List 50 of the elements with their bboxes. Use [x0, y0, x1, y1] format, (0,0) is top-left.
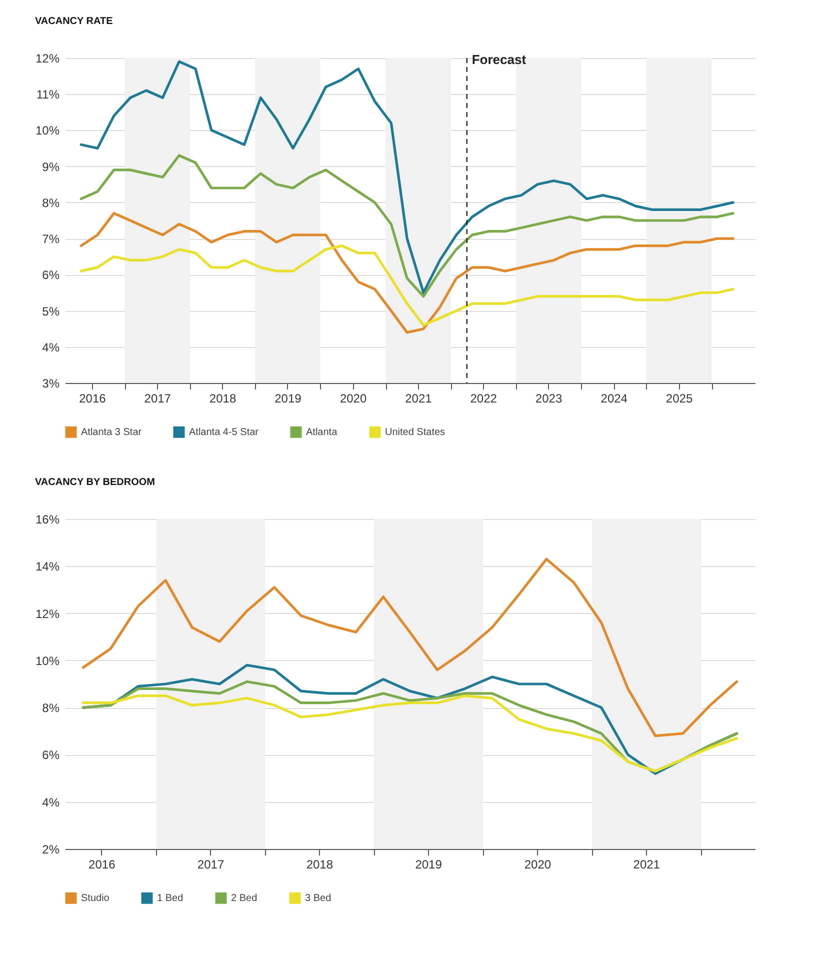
x-tick-label: 2025: [666, 392, 693, 406]
ref-line-label: Forecast: [472, 52, 527, 67]
y-tick-label: 10%: [35, 124, 60, 138]
x-tick-label: 2017: [197, 858, 224, 872]
x-tick-label: 2020: [524, 858, 552, 872]
x-tick-label: 2016: [79, 392, 106, 406]
chart-title: VACANCY RATE: [34, 16, 114, 27]
x-tick-label: 2019: [274, 392, 302, 406]
legend-label: 1 Bed: [157, 893, 184, 904]
line-series: [80, 154, 734, 298]
y-tick-label: 4%: [42, 795, 60, 810]
y-tick-label: 5%: [42, 304, 60, 318]
x-tick-label: 2020: [340, 392, 367, 406]
legend-label: United States: [385, 427, 446, 438]
y-tick-label: 2%: [42, 842, 60, 856]
line-series: [80, 212, 734, 334]
x-tick-label: 2018: [306, 858, 334, 872]
y-tick-label: 8%: [42, 701, 60, 716]
y-tick-label: 3%: [42, 376, 60, 390]
x-tick-label: 2021: [633, 858, 660, 872]
legend-label: 3 Bed: [305, 893, 332, 904]
x-tick-label: 2024: [600, 392, 628, 406]
y-tick-label: 10%: [35, 654, 60, 668]
y-tick-label: 8%: [42, 196, 60, 210]
legend-label: Atlanta 4-5 Star: [189, 427, 260, 438]
line-series: [80, 244, 734, 327]
y-tick-label: 12%: [35, 52, 60, 66]
x-tick-label: 2023: [535, 392, 562, 406]
x-tick-label: 2022: [470, 392, 498, 406]
line-series: [82, 558, 738, 738]
y-tick-label: 16%: [35, 512, 60, 526]
x-tick-label: 2018: [209, 392, 236, 406]
y-tick-label: 11%: [36, 88, 60, 102]
legend-label: Studio: [81, 893, 110, 904]
chart-title: VACANCY BY BEDROOM: [34, 477, 155, 488]
y-tick-label: 14%: [35, 560, 60, 574]
x-tick-label: 2017: [144, 392, 172, 406]
y-tick-label: 12%: [35, 606, 60, 621]
legend-label: 2 Bed: [231, 893, 258, 904]
y-tick-label: 6%: [42, 268, 60, 282]
x-tick-label: 2016: [88, 858, 116, 872]
y-tick-label: 7%: [42, 232, 60, 246]
y-tick-label: 6%: [42, 748, 60, 762]
x-tick-label: 2019: [415, 858, 442, 872]
x-tick-label: 2021: [405, 392, 432, 406]
legend-label: Atlanta: [306, 427, 338, 438]
line-series: [82, 694, 738, 773]
y-tick-label: 9%: [42, 160, 60, 174]
legend-label: Atlanta 3 Star: [81, 427, 142, 438]
y-tick-label: 4%: [42, 340, 60, 354]
